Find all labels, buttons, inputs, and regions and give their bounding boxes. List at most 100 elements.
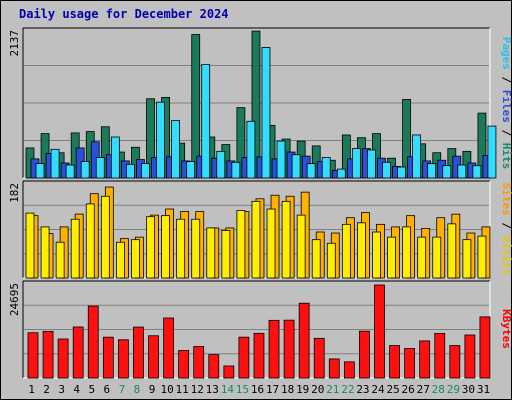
x-tick-day-1: 1 <box>28 383 35 396</box>
legend-visits: Visits <box>500 236 512 276</box>
chart-title: Daily usage for December 2024 <box>19 7 229 21</box>
bottom-bar-kbytes-day-18 <box>283 319 295 379</box>
top-bar-pages-day-10 <box>171 120 180 179</box>
top-bar-pages-day-19 <box>306 163 316 179</box>
bottom-bar-kbytes-day-20 <box>313 337 325 379</box>
middle-bar-sites-day-26 <box>402 226 412 279</box>
middle-bar-sites-day-15 <box>236 210 246 279</box>
x-tick-day-5: 5 <box>88 383 95 396</box>
middle-bar-sites-day-18 <box>281 200 291 279</box>
bottom-bar-kbytes-day-4 <box>72 326 84 379</box>
top-bar-pages-day-12 <box>201 64 211 179</box>
bottom-bar-kbytes-day-25 <box>389 345 400 379</box>
middle-bar-sites-day-3 <box>55 241 65 279</box>
middle-bar-sites-day-11 <box>176 218 186 279</box>
top-bar-pages-day-1 <box>35 163 45 179</box>
x-tick-day-11: 11 <box>176 383 189 396</box>
top-bar-pages-day-3 <box>65 164 75 179</box>
legend-separator: / <box>500 123 512 143</box>
middle-bar-sites-day-7 <box>115 241 125 279</box>
bottom-bar-kbytes-day-13 <box>208 354 220 379</box>
legend-kbytes: KBytes <box>500 309 512 349</box>
middle-bar-sites-day-21 <box>326 242 336 279</box>
middle-bar-sites-day-23 <box>357 222 366 279</box>
middle-bar-sites-day-14 <box>221 230 231 279</box>
bottom-bar-kbytes-day-26 <box>404 348 416 379</box>
x-tick-day-20: 20 <box>311 383 324 396</box>
top-bar-hits-day-15 <box>236 107 246 179</box>
legend-separator: / <box>500 216 512 236</box>
x-tick-day-28: 28 <box>432 383 445 396</box>
bottom-bar-kbytes-day-9 <box>148 335 159 379</box>
bottom-bar-kbytes-day-23 <box>359 330 370 379</box>
bottom-bar-kbytes-day-22 <box>343 361 355 379</box>
top-bar-pages-day-23 <box>367 149 376 179</box>
top-bar-pages-day-17 <box>276 140 286 179</box>
top-bar-pages-day-14 <box>231 161 241 179</box>
bottom-bar-kbytes-day-10 <box>163 317 174 379</box>
middle-bar-sites-day-12 <box>191 218 201 279</box>
bottom-legend: KBytes <box>500 309 512 349</box>
x-tick-day-18: 18 <box>281 383 294 396</box>
bottom-bar-kbytes-day-3 <box>57 338 69 379</box>
bottom-bar-kbytes-day-8 <box>133 326 144 379</box>
x-tick-day-15: 15 <box>236 383 249 396</box>
top-bar-hits-day-9 <box>146 98 155 179</box>
x-tick-day-27: 27 <box>417 383 430 396</box>
top-bar-pages-day-8 <box>141 163 150 179</box>
top-bar-hits-day-16 <box>251 30 261 179</box>
middle-bar-sites-day-25 <box>387 236 396 279</box>
middle-bar-sites-day-19 <box>296 214 306 279</box>
top-bar-pages-day-7 <box>125 163 135 179</box>
x-tick-day-4: 4 <box>73 383 80 396</box>
bottom-bar-kbytes-day-14 <box>223 365 235 379</box>
bottom-ymax-label: 24695 <box>8 283 21 316</box>
top-bar-hits-day-26 <box>402 99 412 179</box>
bottom-bar-kbytes-day-27 <box>419 340 431 379</box>
top-bar-pages-day-31 <box>487 125 497 179</box>
bottom-bar-kbytes-day-6 <box>102 336 114 379</box>
middle-legend: Sites / Visits <box>500 183 512 276</box>
top-bar-pages-day-20 <box>321 157 331 179</box>
middle-bar-sites-day-5 <box>85 203 95 279</box>
top-bar-pages-day-30 <box>472 165 482 179</box>
top-bar-pages-day-22 <box>351 148 361 179</box>
top-bar-pages-day-16 <box>261 47 271 179</box>
middle-bar-sites-day-30 <box>462 239 472 279</box>
middle-bar-sites-day-20 <box>311 239 321 279</box>
bottom-bar-kbytes-day-11 <box>178 350 190 379</box>
middle-bar-sites-day-16 <box>251 200 261 279</box>
bottom-bar-kbytes-day-31 <box>479 316 491 379</box>
x-tick-day-14: 14 <box>221 383 235 396</box>
middle-bar-sites-day-28 <box>432 236 442 279</box>
middle-bar-sites-day-31 <box>477 235 487 279</box>
x-tick-day-22: 22 <box>341 383 354 396</box>
middle-bar-sites-day-24 <box>372 231 381 279</box>
top-bar-pages-day-6 <box>110 136 120 179</box>
bottom-bar-kbytes-day-29 <box>449 345 461 379</box>
panel-bottom: 24695 <box>8 280 491 379</box>
x-tick-day-12: 12 <box>191 383 204 396</box>
x-tick-day-25: 25 <box>386 383 399 396</box>
middle-bar-sites-day-22 <box>341 223 351 279</box>
bottom-bar-kbytes-day-19 <box>298 302 310 379</box>
legend-sites: Sites <box>500 183 512 216</box>
legend-files: Files <box>500 90 512 123</box>
top-bar-pages-day-26 <box>412 134 422 179</box>
middle-ymax-label: 182 <box>8 183 21 203</box>
x-tick-day-17: 17 <box>266 383 279 396</box>
x-tick-day-13: 13 <box>206 383 219 396</box>
top-bar-pages-day-15 <box>246 120 256 179</box>
top-bar-pages-day-4 <box>80 161 90 179</box>
x-tick-day-24: 24 <box>371 383 385 396</box>
x-tick-day-7: 7 <box>119 383 126 396</box>
top-bar-pages-day-9 <box>156 101 165 179</box>
top-bar-hits-day-31 <box>477 112 487 179</box>
top-bar-pages-day-24 <box>382 161 391 179</box>
x-tick-day-10: 10 <box>160 383 173 396</box>
bottom-bar-kbytes-day-24 <box>374 284 385 379</box>
middle-bar-sites-day-1 <box>25 212 35 279</box>
x-tick-day-31: 31 <box>477 383 490 396</box>
top-bar-pages-day-11 <box>186 161 196 179</box>
